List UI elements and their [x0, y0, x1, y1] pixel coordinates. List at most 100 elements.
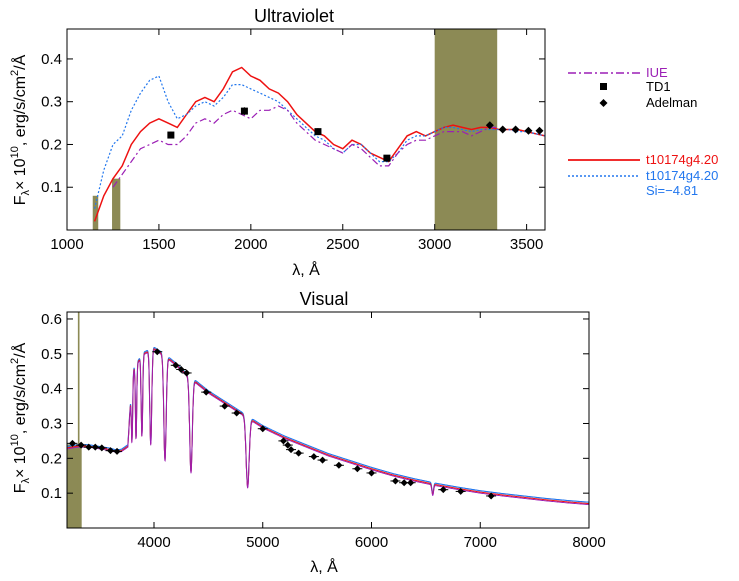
visual-adelman-point: [153, 348, 161, 356]
visual-adelman-point: [310, 453, 318, 461]
legend-model-note: Si=−4.81: [646, 183, 698, 198]
legend-model-blue-label: t10174g4.20: [646, 168, 718, 183]
visual-adelman-point: [233, 409, 241, 417]
visual-xtick-label: 6000: [355, 534, 388, 551]
visual-adelman-point: [284, 441, 292, 449]
uv-legend: IUE TD1 Adelman t10174g4.20 t10174g4.20 …: [568, 65, 718, 198]
visual-adelman-point: [107, 447, 114, 455]
visual-adelman-point: [221, 402, 229, 410]
visual-model-red: [66, 348, 589, 505]
visual-adelman-point: [183, 369, 191, 377]
visual-ytick-label: 0.6: [41, 311, 62, 328]
visual-model-blue: [66, 346, 589, 503]
visual-adelman-point: [353, 465, 361, 473]
legend-model-red-label: t10174g4.20: [646, 152, 718, 167]
uv-xtick-label: 2500: [326, 236, 359, 253]
visual-model-purple: [66, 349, 590, 506]
visual-adelman-point: [439, 486, 447, 494]
visual-ytick-label: 0.5: [41, 346, 62, 363]
uv-xtick-label: 1000: [50, 236, 83, 253]
visual-plot-frame: [66, 311, 590, 529]
uv-x-axis: 1000 1500 2000 2500 3000 3500: [50, 29, 543, 253]
uv-adelman-point: [535, 126, 544, 135]
times-ten: × 10: [12, 158, 29, 190]
visual-adelman-point: [77, 441, 85, 449]
uv-panel: Ultraviolet 1000 1500 2000 2500 3000 3500 0.1…: [9, 6, 718, 279]
uv-ytick-label: 0.4: [41, 51, 62, 68]
uv-shaded-region: [434, 29, 498, 230]
visual-adelman-point: [400, 479, 408, 487]
visual-shaded-regions: [67, 312, 82, 528]
uv-series-dotted: [94, 75, 546, 209]
uv-shaded-region: [112, 178, 121, 230]
uv-shaded-region: [92, 195, 99, 230]
visual-xtick-label: 7000: [464, 534, 497, 551]
legend-iue-label: IUE: [646, 65, 668, 80]
visual-adelman-point: [335, 461, 343, 469]
legend-td1-label: TD1: [646, 79, 671, 94]
uv-markers: [167, 107, 544, 162]
visual-adelman-point: [368, 469, 375, 477]
uv-xtick-label: 3000: [418, 236, 451, 253]
uv-plot-frame: [66, 28, 546, 231]
visual-adelman-point: [487, 492, 495, 500]
td1-point: [240, 107, 248, 115]
td1-point: [167, 131, 175, 139]
visual-shaded-region: [77, 312, 80, 528]
visual-adelman-point: [259, 425, 267, 433]
visual-ytick-label: 0.1: [41, 485, 62, 502]
visual-adelman-point: [457, 487, 465, 495]
legend-adelman-marker: [599, 99, 608, 107]
visual-xtick-label: 4000: [137, 534, 170, 551]
visual-adelman-point: [391, 477, 399, 485]
visual-ytick-label: 0.4: [41, 381, 62, 398]
uv-shaded-regions: [92, 29, 498, 230]
visual-adelman-point: [295, 449, 303, 457]
visual-adelman-point: [407, 479, 415, 487]
visual-x-axis-label: λ, Å: [310, 557, 338, 576]
legend-td1-marker: [600, 83, 607, 90]
visual-ytick-label: 0.2: [41, 450, 62, 467]
visual-y-axis: 0.1 0.2 0.3 0.4 0.5 0.6: [41, 311, 589, 502]
visual-adelman-point: [85, 443, 93, 451]
visual-panel: Visual 4000 5000 6000 7000 8000 0.1 0.2 0.3 0.4…: [9, 289, 606, 576]
visual-adelman-point: [177, 365, 185, 373]
visual-y-axis-label: Fλ× 1010, erg/s/cm2/Å: [9, 342, 32, 493]
visual-xtick-label: 8000: [572, 534, 605, 551]
uv-xtick-label: 3500: [510, 236, 543, 253]
uv-y-axis-label: Fλ× 1010, erg/s/cm2/Å: [9, 54, 32, 205]
visual-x-axis: 4000 5000 6000 7000 8000: [137, 312, 606, 551]
visual-adelman-point: [319, 456, 327, 464]
td1-point: [314, 128, 322, 136]
uv-adelman-point: [485, 121, 494, 130]
uv-xtick-label: 2000: [234, 236, 267, 253]
uv-ytick-label: 0.3: [41, 94, 62, 111]
visual-adelman-point: [98, 444, 106, 452]
uv-y-axis: 0.1 0.2 0.3 0.4: [41, 51, 545, 196]
visual-xtick-label: 5000: [246, 534, 279, 551]
uv-adelman-point: [524, 126, 533, 135]
uv-title: Ultraviolet: [254, 6, 334, 26]
visual-title: Visual: [300, 289, 349, 309]
visual-markers: [67, 348, 497, 500]
uv-xtick-label: 1500: [142, 236, 175, 253]
visual-adelman-point: [113, 447, 121, 455]
uv-ytick-label: 0.2: [41, 136, 62, 153]
uv-adelman-point: [511, 125, 520, 134]
visual-adelman-point: [91, 443, 99, 451]
visual-ytick-label: 0.3: [41, 415, 62, 432]
uv-series-dashdot: [112, 105, 499, 188]
uv-ytick-label: 0.1: [41, 179, 62, 196]
td1-point: [383, 154, 391, 162]
visual-adelman-point: [68, 439, 76, 447]
visual-series: [66, 346, 590, 506]
visual-adelman-point: [279, 437, 287, 445]
visual-adelman-point: [202, 388, 210, 396]
visual-adelman-point: [287, 446, 295, 454]
uv-adelman-point: [498, 125, 507, 134]
uv-x-axis-label: λ, Å: [292, 260, 320, 279]
visual-adelman-point: [172, 361, 180, 369]
legend-adelman-label: Adelman: [646, 95, 697, 110]
times-ten: × 10: [12, 446, 29, 478]
